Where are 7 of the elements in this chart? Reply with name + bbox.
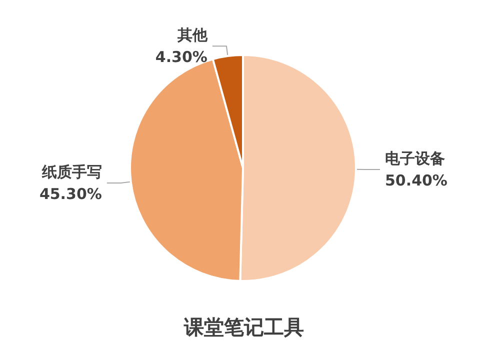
slice-label: 纸质手写	[40, 163, 102, 182]
data-label: 50.40%	[384, 172, 448, 190]
text: 课堂笔记工具	[183, 315, 304, 339]
slice-label: 其他	[176, 26, 208, 44]
data-label: 4.30%	[155, 48, 208, 66]
data-label: 45.30%	[39, 185, 102, 204]
slice-label: 电子设备	[384, 150, 445, 168]
